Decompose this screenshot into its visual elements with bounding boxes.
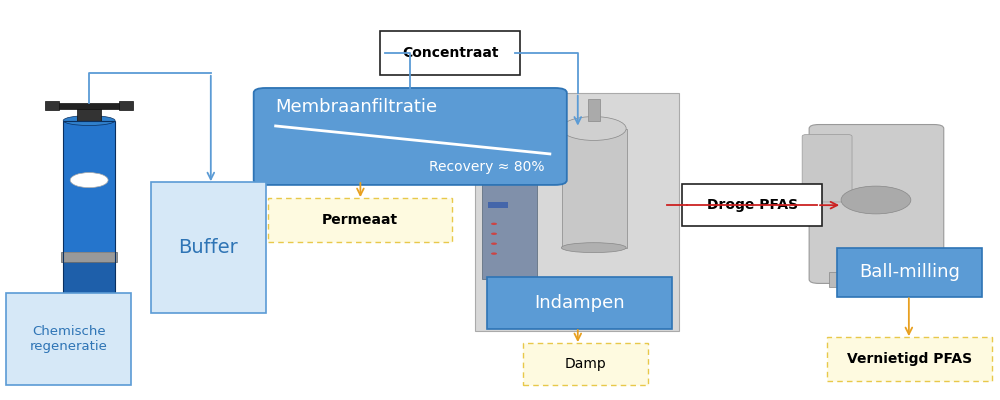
- FancyBboxPatch shape: [268, 198, 452, 242]
- Text: Indampen: Indampen: [534, 294, 625, 312]
- Text: Membraanfiltratie: Membraanfiltratie: [276, 98, 438, 116]
- Ellipse shape: [63, 116, 115, 126]
- Text: Permeaat: Permeaat: [322, 213, 398, 227]
- Bar: [488, 202, 508, 208]
- Bar: [77, 105, 101, 120]
- Circle shape: [491, 252, 497, 255]
- Bar: [45, 102, 59, 110]
- FancyBboxPatch shape: [487, 278, 672, 329]
- Text: Chemische
regeneratie: Chemische regeneratie: [30, 325, 108, 353]
- Circle shape: [491, 223, 497, 225]
- Text: Concentraat: Concentraat: [402, 46, 498, 60]
- FancyBboxPatch shape: [827, 337, 992, 381]
- FancyBboxPatch shape: [6, 293, 131, 385]
- Text: Vernietigd PFAS: Vernietigd PFAS: [847, 352, 972, 366]
- Bar: [61, 252, 117, 262]
- FancyBboxPatch shape: [837, 248, 982, 297]
- Bar: [482, 160, 537, 280]
- Text: Droge PFAS: Droge PFAS: [707, 198, 798, 212]
- Bar: [63, 260, 115, 359]
- Bar: [57, 103, 121, 109]
- Ellipse shape: [561, 116, 626, 140]
- Ellipse shape: [561, 243, 626, 253]
- Bar: [63, 120, 115, 359]
- Text: Buffer: Buffer: [178, 238, 238, 257]
- Bar: [63, 120, 115, 252]
- Bar: [562, 128, 627, 248]
- Text: Ball-milling: Ball-milling: [859, 264, 960, 282]
- Circle shape: [491, 242, 497, 245]
- Bar: [588, 99, 600, 120]
- Bar: [829, 272, 925, 287]
- FancyBboxPatch shape: [802, 134, 852, 202]
- FancyBboxPatch shape: [380, 31, 520, 75]
- FancyBboxPatch shape: [151, 182, 266, 313]
- Circle shape: [491, 232, 497, 235]
- Text: Damp: Damp: [564, 357, 606, 371]
- FancyBboxPatch shape: [523, 343, 648, 385]
- Bar: [119, 102, 133, 110]
- Bar: [475, 93, 679, 331]
- FancyBboxPatch shape: [809, 124, 944, 284]
- Ellipse shape: [63, 354, 115, 364]
- Circle shape: [70, 172, 108, 188]
- Circle shape: [841, 186, 911, 214]
- FancyBboxPatch shape: [682, 184, 822, 226]
- Text: Recovery ≈ 80%: Recovery ≈ 80%: [429, 160, 545, 174]
- FancyBboxPatch shape: [254, 88, 567, 185]
